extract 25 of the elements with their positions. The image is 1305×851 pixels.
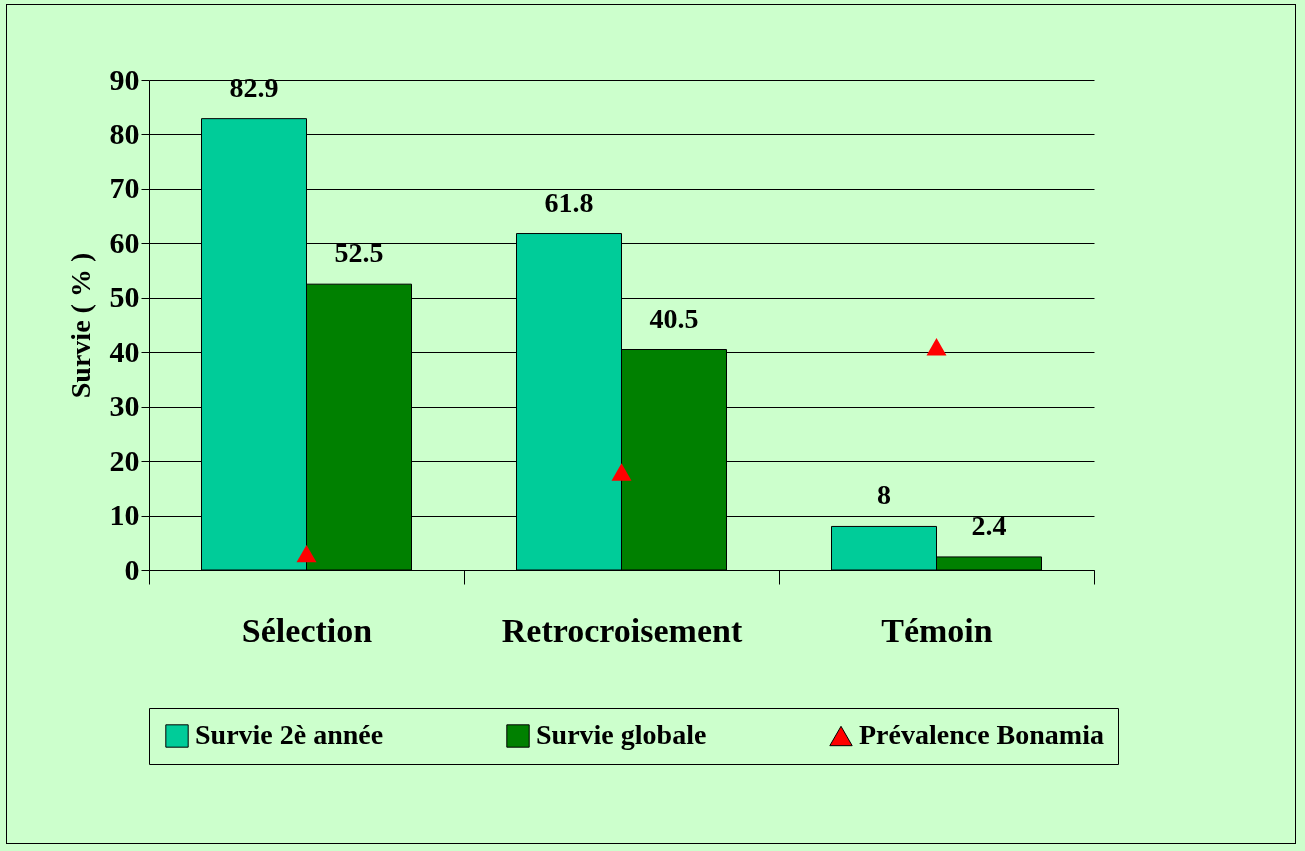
y-tick-label: 90 — [109, 62, 140, 96]
y-tick-label: 0 — [124, 552, 140, 586]
data-label: 52.5 — [334, 237, 384, 269]
x-tick-label: Témoin — [881, 611, 993, 649]
data-label: 8 — [877, 479, 891, 511]
point — [296, 545, 317, 563]
x-tick-label: Retrocroisement — [501, 611, 743, 649]
y-tick-label: 20 — [109, 443, 140, 477]
y-tick-label: 30 — [109, 389, 140, 423]
data-label: 61.8 — [544, 186, 594, 218]
y-axis-title: Survie ( % ) — [64, 252, 96, 399]
point — [926, 338, 947, 356]
y-tick-label: 50 — [109, 280, 140, 314]
y-tick-label: 60 — [109, 225, 140, 259]
point — [611, 463, 632, 481]
data-label: 40.5 — [649, 302, 699, 334]
y-tick-label: 70 — [109, 171, 140, 205]
x-tick-label: Sélection — [241, 611, 373, 649]
data-label: 2.4 — [971, 509, 1007, 541]
y-tick-label: 40 — [109, 334, 140, 368]
legend-label: Survie 2è année — [195, 719, 384, 750]
legend-label: Survie globale — [536, 719, 707, 750]
y-tick-label: 10 — [109, 498, 140, 532]
legend-label: Prévalence Bonamia — [859, 719, 1104, 750]
y-tick-label: 80 — [109, 116, 140, 150]
